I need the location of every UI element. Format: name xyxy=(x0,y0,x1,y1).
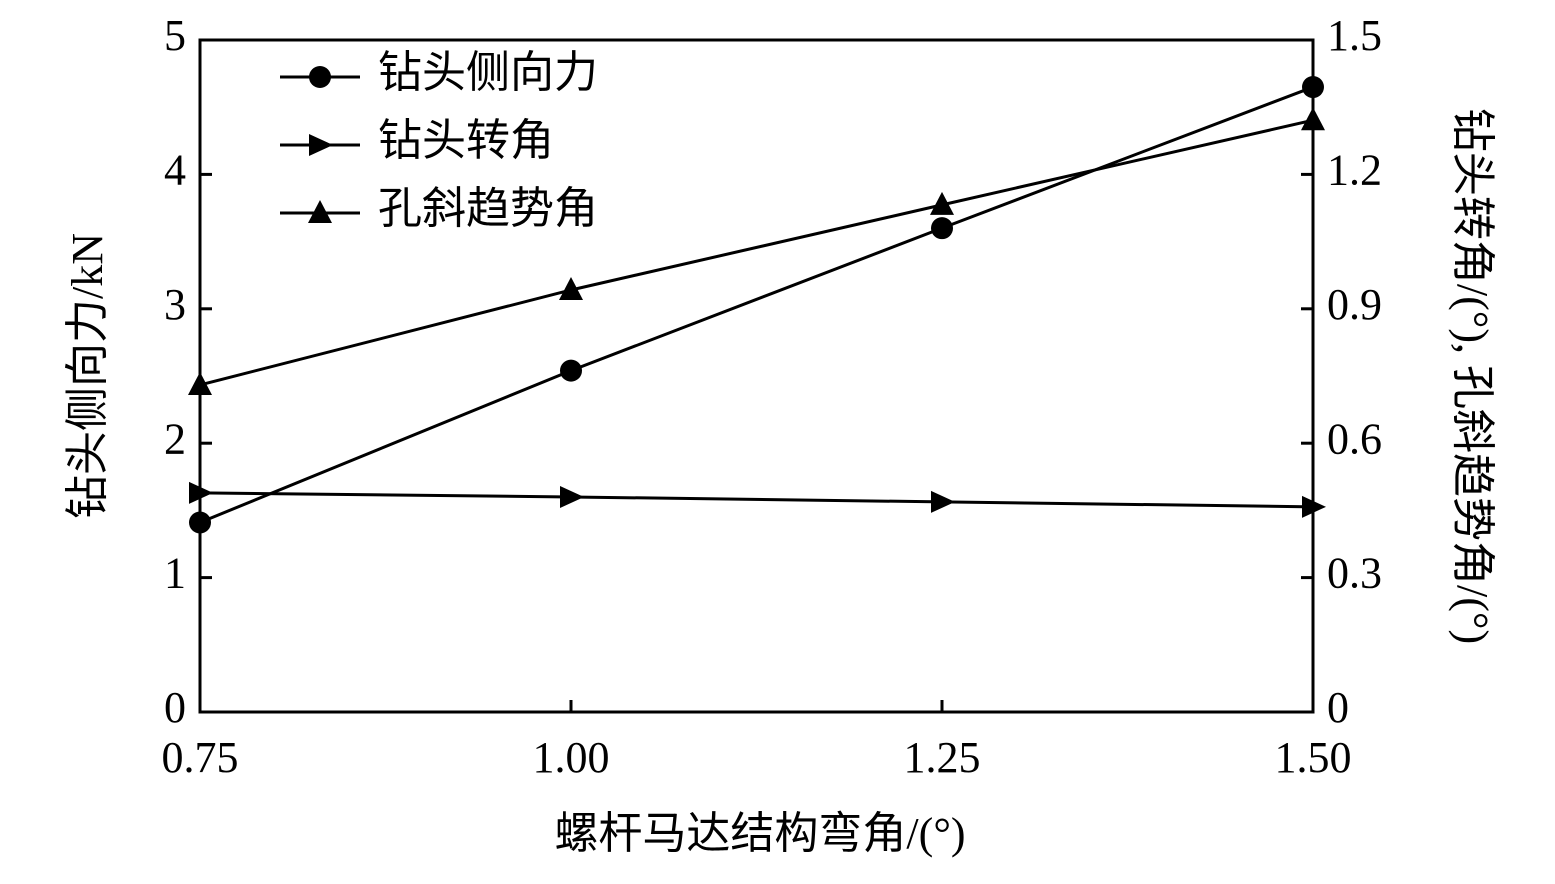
marker xyxy=(560,359,582,382)
marker xyxy=(189,511,211,534)
y-tick-label: 0 xyxy=(164,683,186,732)
x-tick-label: 0.75 xyxy=(162,733,239,782)
marker xyxy=(560,485,584,508)
marker xyxy=(931,217,953,240)
marker xyxy=(1302,495,1326,518)
series-line xyxy=(199,491,1314,509)
x-tick-label: 1.00 xyxy=(533,733,610,782)
y2-tick-label: 0.9 xyxy=(1327,280,1382,329)
series-line xyxy=(199,118,1314,387)
marker xyxy=(309,134,333,156)
y2-axis-label: 钻头转角/(°), 孔斜趋势角/(°) xyxy=(1448,108,1497,644)
y2-tick-label: 1.2 xyxy=(1327,145,1382,194)
legend-label: 钻头侧向力 xyxy=(378,48,598,97)
y-tick-label: 1 xyxy=(164,549,186,598)
marker xyxy=(1301,107,1325,131)
y-tick-label: 4 xyxy=(164,145,186,194)
legend-label: 孔斜趋势角 xyxy=(378,184,598,233)
x-tick-label: 1.50 xyxy=(1275,733,1352,782)
marker xyxy=(1302,76,1324,99)
y2-tick-label: 0.6 xyxy=(1327,414,1382,463)
legend-label: 钻头转角 xyxy=(378,116,554,165)
marker xyxy=(931,490,955,513)
marker xyxy=(930,191,954,215)
marker xyxy=(308,200,332,223)
y-tick-label: 5 xyxy=(164,11,186,60)
y2-tick-label: 1.5 xyxy=(1327,11,1382,60)
marker xyxy=(188,371,212,395)
marker xyxy=(309,66,331,88)
x-tick-label: 1.25 xyxy=(904,733,981,782)
y-tick-label: 3 xyxy=(164,280,186,329)
y2-tick-label: 0 xyxy=(1327,683,1349,732)
series-line xyxy=(199,85,1314,524)
y-tick-label: 2 xyxy=(164,414,186,463)
marker xyxy=(189,481,213,504)
x-axis-label: 螺杆马达结构弯角/(°) xyxy=(554,809,965,858)
marker xyxy=(559,276,583,300)
plot-frame xyxy=(198,38,1315,714)
y-axis-label: 钻头侧向力/kN xyxy=(63,233,112,519)
y2-tick-label: 0.3 xyxy=(1327,549,1382,598)
